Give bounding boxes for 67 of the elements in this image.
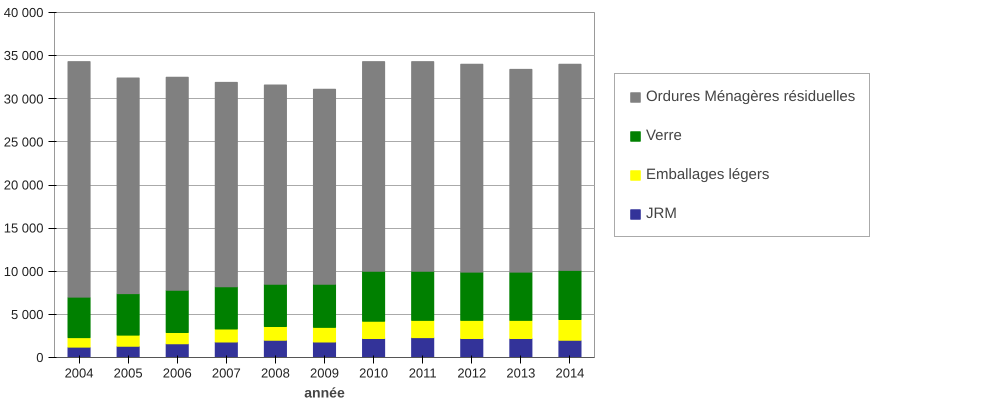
bar — [116, 334, 140, 347]
bar — [558, 270, 582, 320]
bar — [264, 326, 287, 341]
bar — [214, 286, 238, 330]
bar — [362, 320, 386, 340]
legend-label: Emballages légers — [646, 166, 770, 183]
bar — [460, 338, 484, 358]
bar — [411, 61, 434, 272]
y-tick-label: 0 — [36, 350, 44, 365]
bar — [312, 341, 336, 358]
bar — [214, 82, 238, 288]
bar — [116, 78, 140, 294]
bar — [411, 270, 434, 321]
bar — [264, 284, 287, 327]
x-axis-title: année — [304, 384, 345, 400]
bar — [362, 338, 386, 358]
bar — [166, 332, 189, 344]
x-tick-label: 2014 — [555, 366, 584, 380]
bar — [460, 320, 484, 340]
x-tick-label: 2012 — [457, 366, 486, 380]
bar — [166, 76, 189, 291]
bar — [116, 293, 140, 336]
bar — [509, 320, 532, 340]
legend-label: Ordures Ménagères résiduelles — [646, 88, 856, 105]
bar — [264, 340, 287, 358]
y-tick-label: 30 000 — [4, 91, 44, 106]
x-tick-label: 2006 — [162, 366, 192, 380]
bar — [558, 64, 582, 271]
bar — [264, 84, 287, 285]
x-tick-label: 2009 — [310, 366, 339, 380]
bar — [460, 272, 484, 321]
y-tick-label: 10 000 — [4, 264, 44, 279]
bar — [509, 68, 532, 273]
bar — [460, 64, 484, 273]
bar — [68, 61, 91, 298]
y-tick-label: 20 000 — [4, 178, 44, 192]
bar — [509, 338, 532, 358]
bar — [558, 319, 582, 341]
x-tick-label: 2010 — [359, 366, 388, 380]
bar — [68, 337, 91, 348]
bar — [166, 290, 189, 333]
bar — [312, 284, 336, 328]
bar — [312, 88, 336, 285]
x-tick-label: 2008 — [260, 366, 290, 380]
y-tick-label: 5 000 — [10, 306, 44, 322]
bar — [166, 343, 189, 358]
bar — [509, 272, 532, 321]
bar — [214, 341, 238, 358]
y-tick-label: 25 000 — [4, 134, 44, 150]
x-tick-label: 2011 — [408, 366, 437, 380]
bar — [558, 340, 582, 358]
x-tick-label: 2005 — [114, 366, 143, 380]
bar — [214, 328, 238, 342]
y-tick-label: 15 000 — [4, 220, 44, 236]
bar — [411, 320, 434, 338]
bar — [362, 270, 386, 322]
bar — [312, 326, 336, 342]
bar — [411, 337, 434, 358]
legend-label: JRM — [646, 205, 677, 222]
x-tick-label: 2007 — [212, 366, 241, 380]
bar — [68, 296, 91, 338]
y-tick-label: 35 000 — [4, 48, 44, 64]
x-tick-label: 2013 — [506, 366, 536, 380]
legend-label: Verre — [646, 127, 682, 144]
bar — [362, 61, 386, 272]
y-tick-label: 40 000 — [4, 5, 44, 20]
x-tick-label: 2004 — [64, 366, 94, 380]
